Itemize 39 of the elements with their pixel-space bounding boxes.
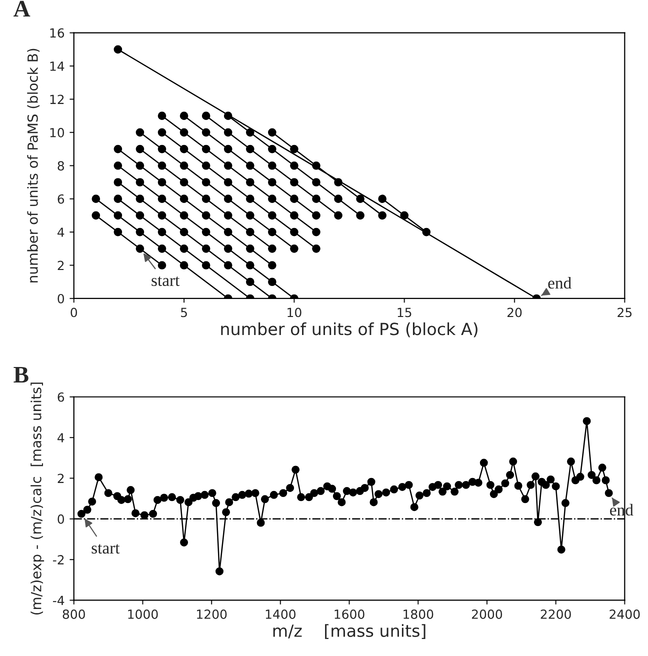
x-axis-title: m/z [mass units] <box>273 624 426 640</box>
x-axis-title: number of units of PS (block A) <box>221 322 478 338</box>
y-tick-label: 2 <box>58 474 64 483</box>
y-axis-title: number of units of PaMS (block B) <box>27 48 40 282</box>
x-tick-label: 25 <box>618 308 632 318</box>
x-tick-label: 5 <box>181 308 187 318</box>
y-tick-label: 8 <box>58 161 64 171</box>
x-tick-label: 15 <box>398 308 412 318</box>
y-tick-label: 0 <box>58 514 64 524</box>
y-tick-label: -4 <box>52 596 64 605</box>
y-axis-title: (m/z)exp - (m/z)calc [mass units] <box>30 382 44 614</box>
y-tick-label: -2 <box>52 555 64 564</box>
x-tick-label: 2200 <box>540 609 571 619</box>
y-tick-label: 12 <box>50 94 64 104</box>
annotation: start <box>152 276 180 286</box>
x-tick-label: 1600 <box>334 609 364 619</box>
y-tick-label: 0 <box>58 294 64 304</box>
x-tick-label: 2000 <box>472 609 502 619</box>
y-tick-label: 14 <box>50 62 64 71</box>
x-tick-label: 1400 <box>266 609 296 619</box>
y-tick-label: 4 <box>58 228 64 237</box>
y-tick-label: 4 <box>58 433 64 442</box>
y-tick-label: 16 <box>50 28 64 38</box>
y-tick-label: 6 <box>58 194 64 204</box>
chart-title: B <box>14 366 28 383</box>
annotation: end <box>548 276 572 289</box>
x-tick-label: 1000 <box>128 609 158 619</box>
x-tick-label: 10 <box>288 308 302 318</box>
x-tick-label: 20 <box>507 308 522 318</box>
x-tick-label: 800 <box>62 609 85 619</box>
y-tick-label: 6 <box>58 392 64 402</box>
y-tick-label: 2 <box>58 260 64 270</box>
chart-title: A <box>14 0 30 16</box>
x-tick-label: 0 <box>70 308 78 318</box>
x-tick-label: 1800 <box>404 609 434 619</box>
x-tick-label: 2400 <box>610 609 640 619</box>
x-tick-label: 1200 <box>197 609 227 619</box>
y-tick-label: 10 <box>50 128 64 138</box>
annotation: start <box>92 544 120 554</box>
